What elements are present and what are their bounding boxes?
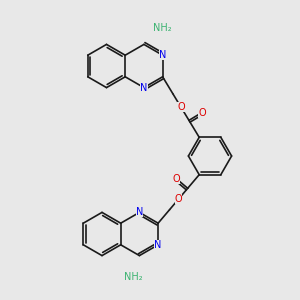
Text: O: O: [198, 107, 206, 118]
Text: N: N: [140, 82, 148, 93]
Text: N: N: [159, 50, 166, 60]
Text: O: O: [177, 102, 185, 112]
Text: NH₂: NH₂: [124, 272, 143, 282]
Text: N: N: [136, 207, 143, 218]
Text: O: O: [175, 194, 182, 204]
Text: NH₂: NH₂: [153, 23, 172, 33]
Text: N: N: [154, 240, 162, 250]
Text: O: O: [172, 173, 180, 184]
